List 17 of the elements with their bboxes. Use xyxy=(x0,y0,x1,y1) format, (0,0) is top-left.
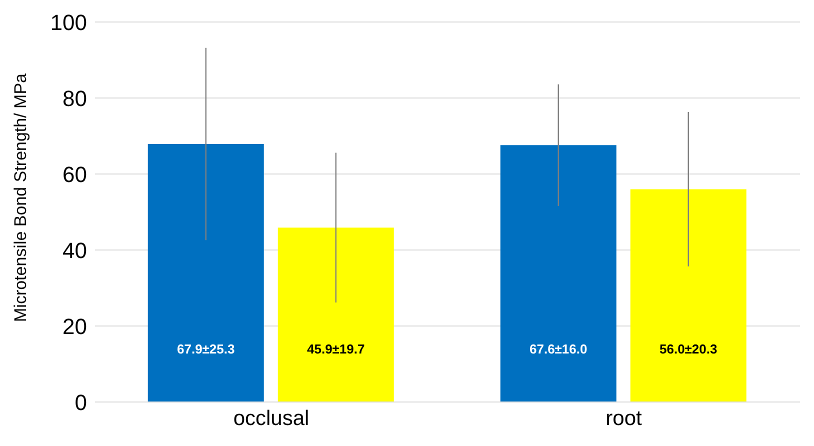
data-label: 67.9±25.3 xyxy=(177,341,235,356)
data-label: 67.6±16.0 xyxy=(530,341,588,356)
y-tick-label: 40 xyxy=(62,238,87,263)
x-tick-label: root xyxy=(606,406,642,430)
y-tick-label: 0 xyxy=(74,390,87,415)
data-label: 56.0±20.3 xyxy=(660,341,718,356)
data-label: 45.9±19.7 xyxy=(307,341,365,356)
y-tick-label: 20 xyxy=(62,314,87,339)
y-tick-label: 60 xyxy=(62,162,87,187)
y-tick-label: 80 xyxy=(62,86,87,111)
bar xyxy=(500,145,616,402)
y-tick-label: 100 xyxy=(50,10,87,35)
x-tick-label: occlusal xyxy=(233,406,310,430)
y-axis-title: Microtensile Bond Strength/ MPa xyxy=(11,72,30,322)
bar xyxy=(148,144,264,402)
bar xyxy=(630,189,746,402)
bar xyxy=(278,228,394,402)
